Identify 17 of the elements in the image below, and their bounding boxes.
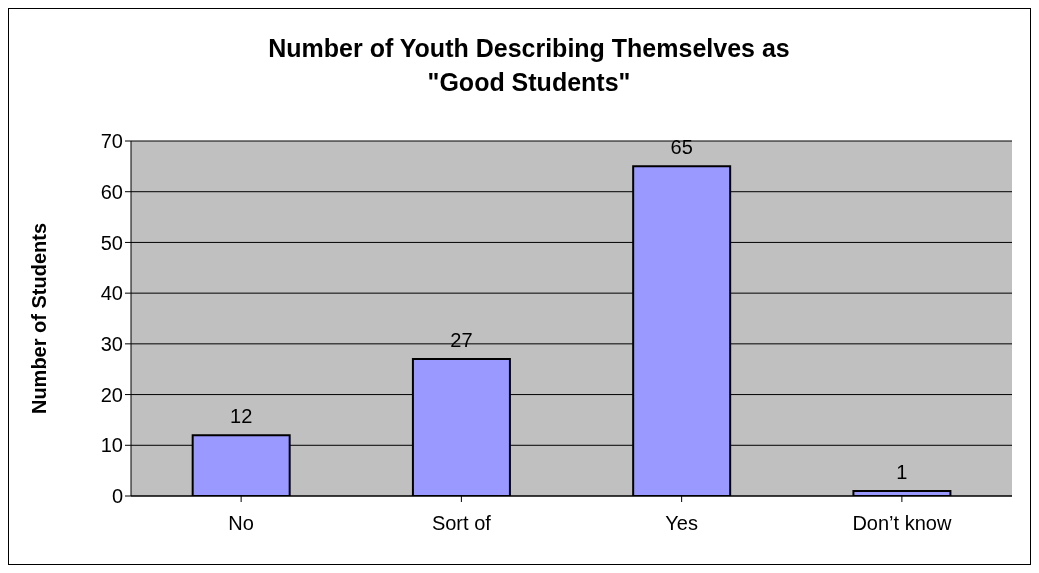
x-tick-label: Don’t know [852,512,952,535]
x-tick-label: No [228,512,254,535]
data-label: 1 [896,460,908,483]
y-tick-label: 50 [100,231,123,254]
x-tick-label: Yes [665,512,698,535]
y-tick-label: 20 [100,383,123,406]
y-tick-label: 60 [100,180,123,203]
y-axis-title: Number of Students [28,222,51,415]
x-tick-label: Sort of [431,512,492,535]
y-tick-label: 70 [100,130,123,153]
y-tick-label: 10 [100,434,123,457]
data-label: 65 [670,136,693,159]
chart-title: Number of Youth Describing Themselves as "Good Students" [267,33,791,98]
y-tick-label: 0 [111,485,123,508]
y-tick-label: 40 [100,282,123,305]
y-tick-label: 30 [100,332,123,355]
data-label: 12 [230,405,253,428]
